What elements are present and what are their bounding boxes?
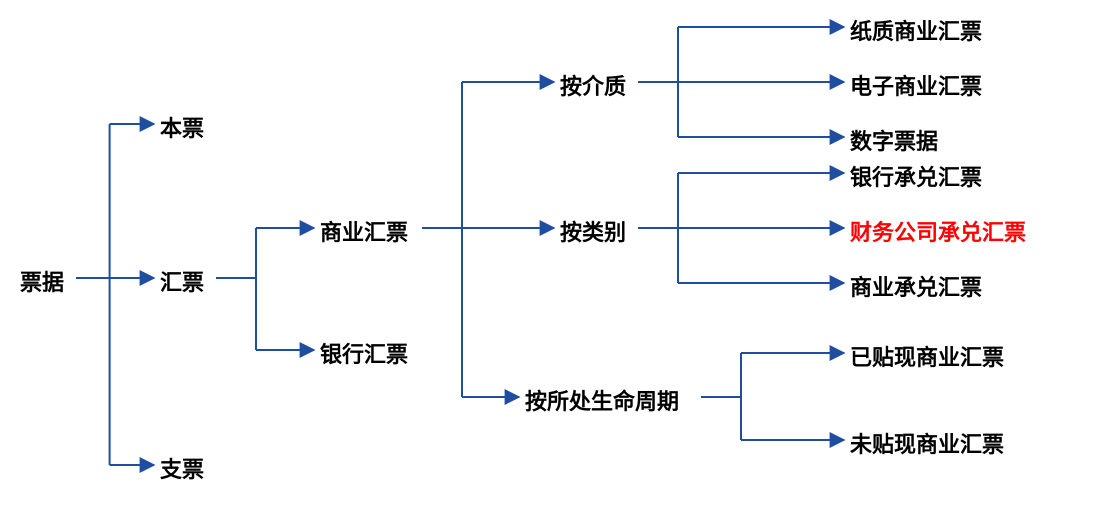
tree-node-ajz: 按介质 [560, 69, 626, 101]
tree-node-ytx: 已贴现商业汇票 [850, 340, 1004, 372]
tree-node-root: 票据 [20, 265, 64, 297]
tree-node-wtx: 未贴现商业汇票 [850, 427, 1004, 459]
tree-node-syhp: 商业汇票 [320, 215, 408, 247]
tree-node-cwgs: 财务公司承兑汇票 [850, 215, 1026, 247]
tree-node-yhhp: 银行汇票 [320, 337, 408, 369]
tree-node-sz: 数字票据 [850, 124, 938, 156]
tree-node-asc: 按所处生命周期 [525, 384, 679, 416]
tree-node-zz: 纸质商业汇票 [850, 14, 982, 46]
tree-node-alb: 按类别 [560, 215, 626, 247]
tree-node-sycd: 商业承兑汇票 [850, 270, 982, 302]
tree-node-zp: 支票 [160, 452, 204, 484]
tree-node-yhcd: 银行承兑汇票 [850, 160, 982, 192]
tree-node-dz: 电子商业汇票 [850, 69, 982, 101]
tree-node-hp: 汇票 [160, 265, 204, 297]
tree-node-bp: 本票 [160, 111, 204, 143]
